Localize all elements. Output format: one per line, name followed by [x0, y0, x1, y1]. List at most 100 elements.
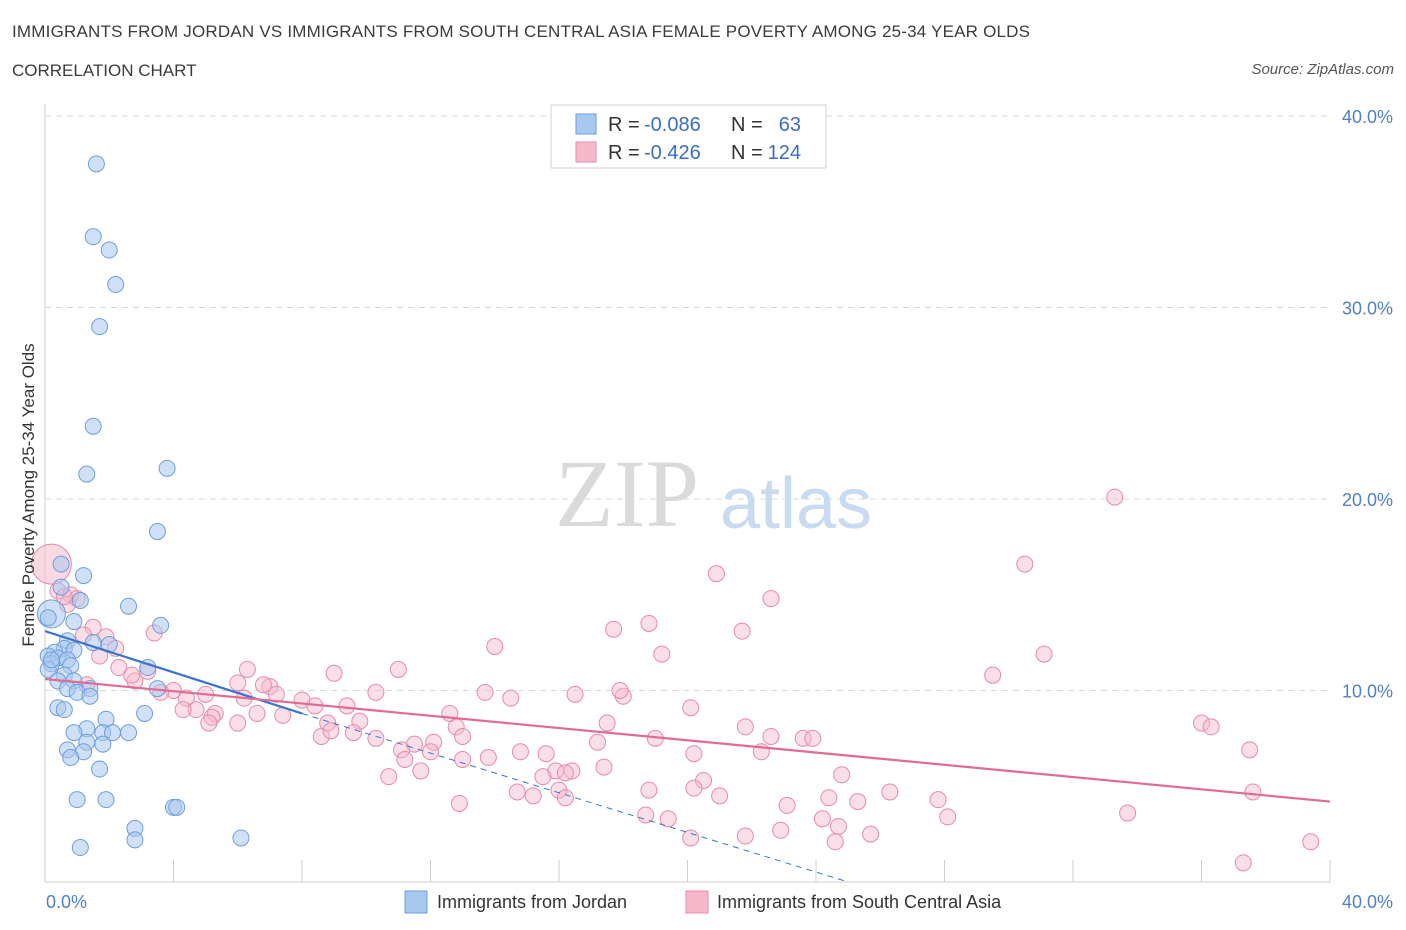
- sca-point: [653, 645, 671, 663]
- trend-lines: [44, 630, 1331, 883]
- stats-legend-box: [550, 104, 827, 169]
- sca-point: [425, 733, 443, 751]
- jordan-point: [126, 831, 144, 849]
- sca-point: [1302, 833, 1320, 851]
- sca-point: [486, 637, 504, 655]
- chart-title: IMMIGRANTS FROM JORDAN VS IMMIGRANTS FRO…: [12, 22, 1031, 41]
- sca-point: [640, 614, 658, 632]
- watermark: ZIP atlas: [555, 440, 872, 547]
- sca-point: [1016, 555, 1034, 573]
- sca-point: [637, 806, 655, 824]
- stats-n-sca: 124: [768, 142, 801, 164]
- stats-n-jordan: 63: [779, 114, 801, 136]
- jordan-point: [107, 276, 125, 294]
- legend-label-sca: Immigrants from South Central Asia: [717, 892, 1002, 912]
- sca-point: [778, 796, 796, 814]
- tick-labels: 10.0% 20.0% 30.0% 40.0% 0.0% 40.0%: [46, 107, 1393, 912]
- sca-point: [939, 808, 957, 826]
- jordan-point: [75, 567, 93, 585]
- sca-point: [238, 660, 256, 678]
- jordan-point: [91, 760, 109, 778]
- sca-point: [707, 565, 725, 583]
- sca-point: [1035, 645, 1053, 663]
- stats-swatch-jordan: [575, 113, 597, 135]
- sca-point: [30, 543, 72, 585]
- jordan-point: [39, 609, 57, 627]
- sca-point: [312, 727, 330, 745]
- sca-point: [367, 683, 385, 701]
- sca-point: [338, 697, 356, 715]
- jordan-point: [84, 228, 102, 246]
- y-tick-label-0: 10.0%: [1342, 682, 1393, 702]
- jordan-point: [52, 578, 70, 596]
- sca-point: [685, 779, 703, 797]
- sca-point: [659, 810, 677, 828]
- stats-r-sca: -0.426: [644, 142, 701, 164]
- sca-point: [123, 666, 141, 684]
- sca-point: [254, 676, 272, 694]
- sca-point: [1193, 714, 1210, 732]
- series-legend: Immigrants from Jordan Immigrants from S…: [404, 890, 1002, 914]
- jordan-point: [84, 417, 102, 435]
- sca-point: [476, 683, 494, 701]
- jordan-point: [65, 613, 83, 631]
- x-tick-label-0: 0.0%: [46, 892, 87, 912]
- jordan-point: [136, 704, 154, 722]
- sca-point: [556, 764, 574, 782]
- sca-trend-line: [44, 677, 1331, 803]
- jordan-point: [97, 791, 115, 809]
- stats-r-jordan: -0.086: [644, 114, 701, 136]
- sca-point: [322, 722, 340, 740]
- sca-point: [685, 745, 703, 763]
- sca-point: [511, 743, 529, 761]
- sca-point: [524, 787, 542, 805]
- jordan-point: [62, 749, 80, 767]
- sca-point: [389, 660, 407, 678]
- sca-point: [229, 674, 247, 692]
- sca-point: [881, 783, 899, 801]
- jordan-point: [78, 465, 96, 483]
- jordan-point: [120, 597, 138, 615]
- sca-point: [614, 687, 632, 705]
- jordan-point: [68, 791, 86, 809]
- sca-point: [682, 699, 700, 717]
- sca-point: [929, 791, 947, 809]
- stats-swatch-sca: [575, 141, 597, 163]
- jordan-point: [232, 829, 250, 847]
- sca-point: [203, 708, 221, 726]
- sca-point: [200, 714, 218, 732]
- x-tick-label-1: 40.0%: [1342, 892, 1393, 912]
- sca-point: [640, 781, 658, 799]
- sca-point: [1244, 783, 1262, 801]
- jordan-point: [158, 459, 176, 477]
- sca-point: [772, 821, 790, 839]
- jordan-point: [52, 555, 70, 573]
- sca-point: [605, 620, 623, 638]
- sca-point: [454, 750, 472, 768]
- sca-point: [589, 733, 607, 751]
- sca-point: [1106, 488, 1124, 506]
- sca-point: [598, 714, 616, 732]
- jordan-point: [168, 798, 186, 816]
- sca-point: [126, 672, 144, 690]
- jordan-point: [120, 724, 138, 742]
- stats-r-label-sca: R =: [608, 142, 640, 164]
- sca-point: [1241, 741, 1259, 759]
- sca-point: [595, 758, 613, 776]
- sca-point: [396, 750, 414, 768]
- sca-point: [849, 793, 867, 811]
- sca-point: [736, 718, 754, 736]
- legend-swatch-sca: [685, 890, 709, 914]
- stats-r-label-jordan: R =: [608, 114, 640, 136]
- sca-point: [537, 745, 555, 763]
- sca-point: [248, 704, 266, 722]
- watermark-zip: ZIP: [555, 440, 699, 547]
- jordan-point: [94, 735, 112, 753]
- sca-point: [826, 833, 844, 851]
- sca-point: [984, 666, 1002, 684]
- sca-point: [794, 729, 812, 747]
- sca-point: [267, 685, 285, 703]
- chart-subtitle: CORRELATION CHART: [12, 61, 197, 80]
- series-jordan: [36, 155, 250, 857]
- source-credit: Source: ZipAtlas.com: [1251, 61, 1394, 78]
